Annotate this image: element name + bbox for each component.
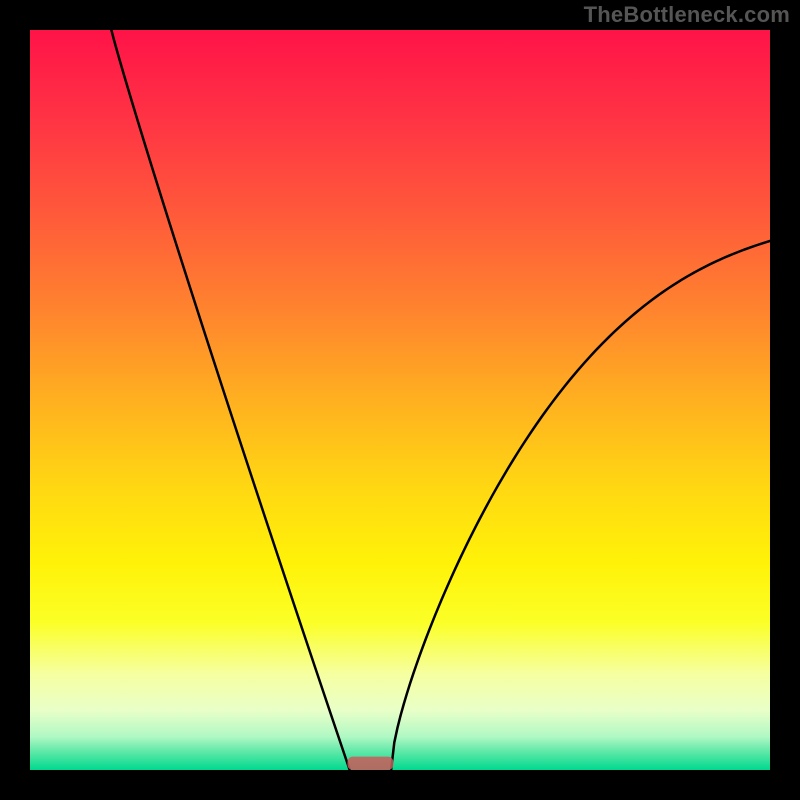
chart-container: TheBottleneck.com bbox=[0, 0, 800, 800]
optimal-marker bbox=[347, 757, 393, 770]
plot-area bbox=[30, 30, 770, 770]
gradient-background bbox=[30, 30, 770, 770]
watermark-text: TheBottleneck.com bbox=[584, 2, 790, 28]
